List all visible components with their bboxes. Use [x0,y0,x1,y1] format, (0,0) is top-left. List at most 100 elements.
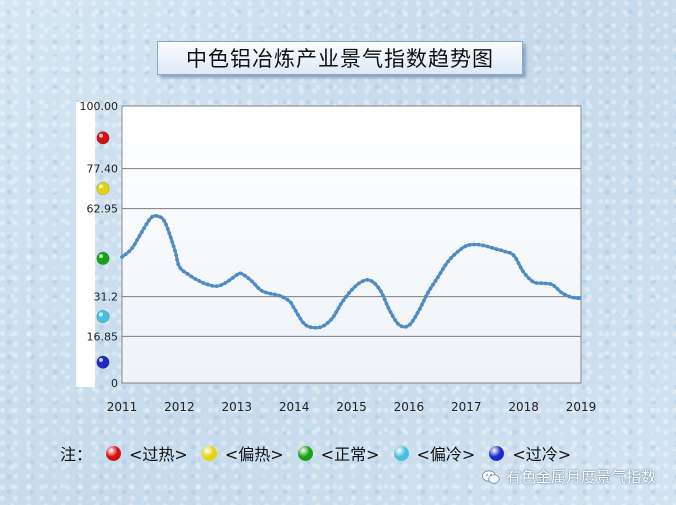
series-point [201,281,206,285]
series-point [139,230,144,235]
series-point [559,290,563,295]
series-point [511,253,516,258]
series-point [534,281,539,285]
series-point [175,257,179,262]
legend-prefix: 注： [60,445,93,464]
series-point [227,278,232,283]
zone-marker-highlight [99,184,103,189]
cool-dot-icon [393,445,409,461]
series-point [395,321,400,326]
series-point [576,296,581,301]
chart-title: 中色铝冶炼产业景气指数趋势图 [157,41,523,75]
series-point [485,244,490,249]
series-point [291,304,296,309]
x-tick-label: 2017 [451,400,482,414]
legend-item-cool: <偏冷> [393,441,476,465]
series-point [523,272,528,277]
series-point [360,279,365,284]
series-point [178,266,183,271]
series-point [158,215,163,220]
series-point [171,244,176,249]
series-point [380,293,385,298]
series-point [189,274,194,279]
series-point [176,262,181,266]
series-point [353,284,358,289]
series-point [365,277,370,282]
series-point [521,269,525,274]
series-point [230,275,235,280]
series-point [293,308,298,313]
series-point [571,295,576,300]
series-point [388,310,393,314]
series-point [154,214,159,218]
series-point [356,281,361,286]
series-point [147,218,151,223]
series-point [443,263,448,268]
series-point [219,283,224,287]
watermark-text: 有色金属月度景气指数 [505,468,656,486]
series-point [436,275,440,279]
series-point [440,267,445,272]
series-point [253,282,257,287]
series-point [514,257,519,261]
series-point [256,286,261,290]
legend-item-warm: <偏热> [201,441,284,465]
series-point [164,222,168,227]
series-point [431,282,435,287]
series-point [144,222,149,227]
series-point [150,215,154,219]
series-point [382,297,387,302]
series-point [410,318,415,323]
series-point [472,242,477,247]
x-tick-label: 2018 [508,400,539,414]
series-point [344,294,349,299]
y-tick-label: 100.00 [80,100,119,113]
series-point [518,265,523,270]
series-point [415,310,420,315]
x-tick-label: 2019 [566,400,597,414]
series-point [563,292,567,297]
series-point [322,323,326,328]
series-point [120,255,124,259]
series-point [476,242,481,247]
y-tick-label: 0 [111,377,118,390]
x-tick-label: 2012 [164,400,195,414]
series-point [193,276,198,281]
plot-area [121,105,582,384]
series-point [350,287,354,292]
series-point [376,285,381,290]
series-point [249,279,254,284]
series-point [499,248,503,253]
series-point [417,306,422,311]
series-point [516,261,521,266]
y-tick-label: 77.40 [87,163,119,176]
series-point [329,317,333,322]
series-point [205,282,210,287]
series-point [378,289,383,294]
zone-marker-highlight [99,254,103,259]
legend-label: <偏冷> [416,445,476,464]
series-point [526,276,531,281]
series-point [123,252,128,257]
series-point [130,246,135,250]
series-point [390,314,395,318]
series-point [419,302,424,307]
series-point [234,273,239,277]
series-point [264,290,268,295]
series-point [552,284,557,288]
series-point [174,253,179,258]
legend: 注： <过热> <偏热> <正常> <偏冷> <过冷> [60,440,585,466]
series-point [481,243,486,248]
series-point [338,302,343,307]
series-point [298,316,303,321]
series-point [428,286,433,291]
series-point [168,235,173,240]
legend-label: <偏热> [224,445,284,464]
series-point [408,322,412,327]
watermark: 有色金属月度景气指数 [482,466,656,487]
legend-label: <过冷> [512,445,572,464]
series-point [438,271,443,275]
series-point [507,250,512,255]
series-point [238,271,243,276]
series-point [135,238,140,242]
